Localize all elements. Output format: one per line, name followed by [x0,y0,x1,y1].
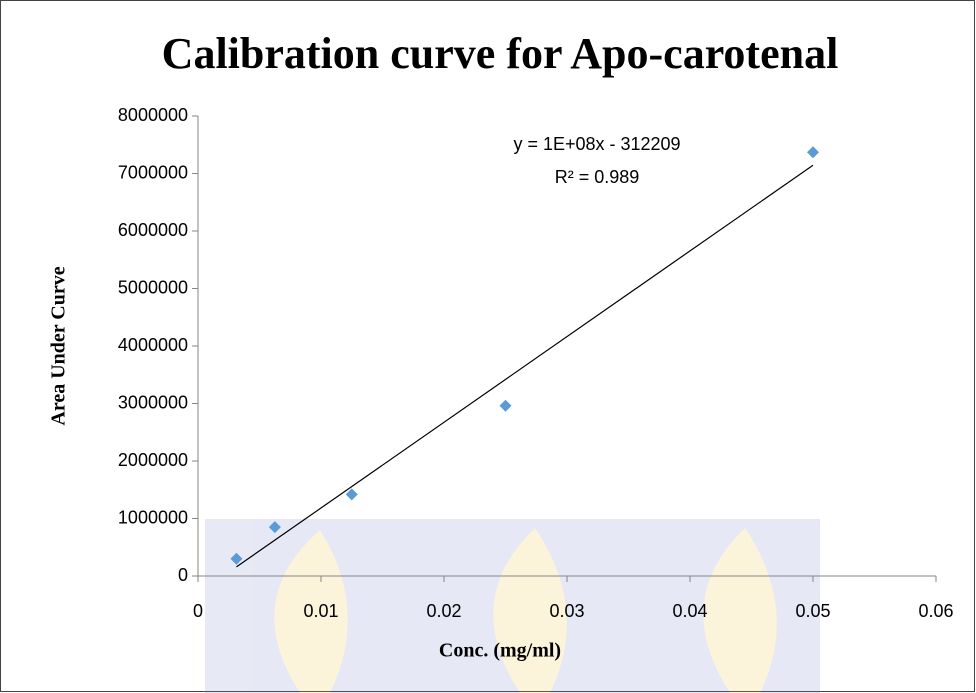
y-tick-label: 6000000 [118,220,188,240]
watermark [205,519,820,693]
x-tick-label: 0.04 [672,601,707,621]
x-tick-label: 0 [193,601,203,621]
y-tick-label: 5000000 [118,277,188,297]
trendline-equation: y = 1E+08x - 312209 [513,134,680,154]
y-tick-label: 1000000 [118,507,188,527]
x-tick-label: 0.05 [795,601,830,621]
y-tick-label: 4000000 [118,335,188,355]
x-tick-label: 0.02 [426,601,461,621]
data-point [345,488,358,501]
chart-title: Calibration curve for Apo-carotenal [162,29,839,78]
trendline [236,164,814,568]
trendline-r-squared: R² = 0.989 [555,167,640,187]
data-point [499,399,512,412]
y-tick-label: 7000000 [118,162,188,182]
data-point [230,552,243,565]
x-tick-label: 0.03 [549,601,584,621]
y-axis-label: Area Under Curve [48,266,70,425]
y-tick-label: 0 [178,565,188,585]
x-tick-label: 0.01 [303,601,338,621]
y-tick-label: 3000000 [118,392,188,412]
y-tick-label: 2000000 [118,450,188,470]
data-point [268,521,281,534]
x-tick-label: 0.06 [918,601,953,621]
x-axis-label: Conc. (mg/ml) [439,640,561,662]
data-point [807,146,819,159]
y-tick-label: 8000000 [118,105,188,125]
